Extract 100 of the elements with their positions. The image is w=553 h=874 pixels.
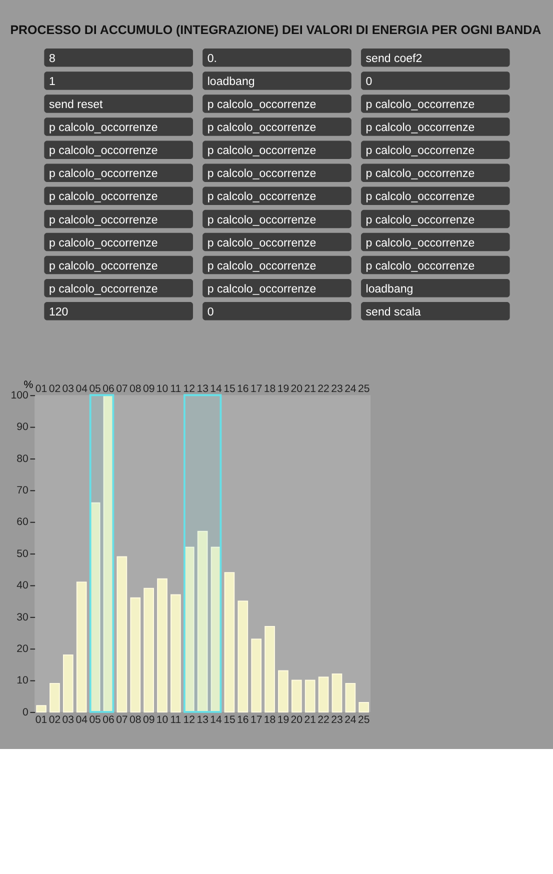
y-tick-label: 80 xyxy=(16,452,28,465)
bar xyxy=(130,597,141,712)
bar xyxy=(238,600,248,712)
bar xyxy=(197,530,208,712)
bar xyxy=(116,556,128,712)
bar xyxy=(76,582,87,712)
category-label: 10 xyxy=(156,714,168,726)
category-label: 22 xyxy=(318,714,330,726)
text: p calcolo_occorrenze xyxy=(207,145,316,158)
text: send scala xyxy=(366,306,422,318)
y-tick-label: 0 xyxy=(22,706,28,718)
text: p calcolo_occorrenze xyxy=(366,191,475,204)
y-tick-label: 20 xyxy=(16,642,28,655)
category-label: 21 xyxy=(304,714,316,726)
text: p calcolo_occorrenze xyxy=(207,283,316,296)
x-tick-label: 14 xyxy=(210,382,222,395)
bar xyxy=(184,546,194,712)
text: p calcolo_occorrenze xyxy=(207,237,316,250)
y-tick-label: 60 xyxy=(16,516,28,528)
text: p calcolo_occorrenze xyxy=(48,145,158,158)
category-label: 12 xyxy=(183,714,195,726)
text: p calcolo_occorrenze xyxy=(207,99,316,112)
text: 120 xyxy=(48,306,68,318)
y-tick-label: 90 xyxy=(16,421,28,434)
x-tick-label: 21 xyxy=(304,382,316,395)
text: send coef2 xyxy=(366,52,422,65)
bar xyxy=(90,502,100,712)
text: p calcolo_occorrenze xyxy=(48,283,158,296)
bar xyxy=(224,572,235,712)
text: 8 xyxy=(48,52,56,65)
text: p calcolo_occorrenze xyxy=(48,260,158,272)
category-label: 18 xyxy=(264,714,276,726)
x-tick-label: 24 xyxy=(344,382,356,395)
bar xyxy=(291,680,302,712)
text: p calcolo_occorrenze xyxy=(366,122,475,134)
y-axis-title: % xyxy=(24,378,34,391)
text: 1 xyxy=(48,76,56,88)
text: p calcolo_occorrenze xyxy=(207,191,316,204)
y-tick-label: 100 xyxy=(10,390,28,402)
category-label: 14 xyxy=(210,714,222,726)
category-label: 01 xyxy=(35,714,48,726)
text: p calcolo_occorrenze xyxy=(48,214,158,226)
text: p calcolo_occorrenze xyxy=(366,214,475,226)
text: p calcolo_occorrenze xyxy=(366,260,475,272)
text: send reset xyxy=(48,99,104,112)
text: loadbang xyxy=(366,283,414,296)
category-label: 13 xyxy=(196,714,208,726)
x-tick-label: 06 xyxy=(102,382,114,395)
bar xyxy=(318,676,329,712)
bar xyxy=(304,680,316,712)
category-label: 08 xyxy=(130,714,142,726)
bar xyxy=(345,682,356,712)
text: p calcolo_occorrenze xyxy=(48,237,158,250)
category-label: 07 xyxy=(116,714,128,726)
x-tick-label: 19 xyxy=(277,382,290,395)
bar xyxy=(358,702,370,712)
x-tick-label: 03 xyxy=(62,382,74,395)
text: p calcolo_occorrenze xyxy=(207,260,316,272)
category-label: 03 xyxy=(62,714,74,726)
category-label: 04 xyxy=(76,714,88,726)
y-tick-label: 50 xyxy=(16,548,28,560)
bar xyxy=(332,673,342,712)
bar xyxy=(157,578,168,712)
x-tick-label: 25 xyxy=(358,382,370,395)
text: p calcolo_occorrenze xyxy=(366,168,475,180)
bar xyxy=(50,682,60,712)
x-tick-label: 22 xyxy=(318,382,330,395)
category-label: 02 xyxy=(48,714,61,726)
bar xyxy=(36,705,46,712)
x-tick-label: 23 xyxy=(331,382,343,395)
x-tick-label: 17 xyxy=(250,382,262,395)
category-label: 25 xyxy=(358,714,370,726)
text: 0 xyxy=(366,76,372,88)
x-tick-label: 10 xyxy=(156,382,168,395)
x-tick-label: 13 xyxy=(196,382,209,395)
text: p calcolo_occorrenze xyxy=(366,145,475,158)
category-label: 05 xyxy=(89,714,101,726)
text: p calcolo_occorrenze xyxy=(207,122,316,134)
text: p calcolo_occorrenze xyxy=(207,168,316,180)
text: p calcolo_occorrenze xyxy=(366,237,475,250)
x-tick-label: 05 xyxy=(89,382,102,395)
x-tick-label: 11 xyxy=(170,382,182,395)
bar xyxy=(144,588,154,712)
text: 0. xyxy=(207,52,217,65)
category-label: 20 xyxy=(290,714,303,726)
category-label: 06 xyxy=(102,714,114,726)
x-tick-label: 01 xyxy=(35,382,48,395)
x-tick-label: 18 xyxy=(264,382,276,395)
text: p calcolo_occorrenze xyxy=(48,168,158,180)
text: p calcolo_occorrenze xyxy=(366,99,475,112)
x-tick-label: 15 xyxy=(224,382,236,395)
category-label: 24 xyxy=(344,714,356,726)
text: loadbang xyxy=(207,76,255,88)
x-tick-label: 08 xyxy=(130,382,142,395)
category-label: 09 xyxy=(142,714,155,726)
text: 0 xyxy=(207,306,214,318)
x-tick-label: 04 xyxy=(76,382,88,395)
category-label: 15 xyxy=(224,714,236,726)
x-tick-label: 16 xyxy=(237,382,249,395)
x-tick-label: 02 xyxy=(48,382,61,395)
